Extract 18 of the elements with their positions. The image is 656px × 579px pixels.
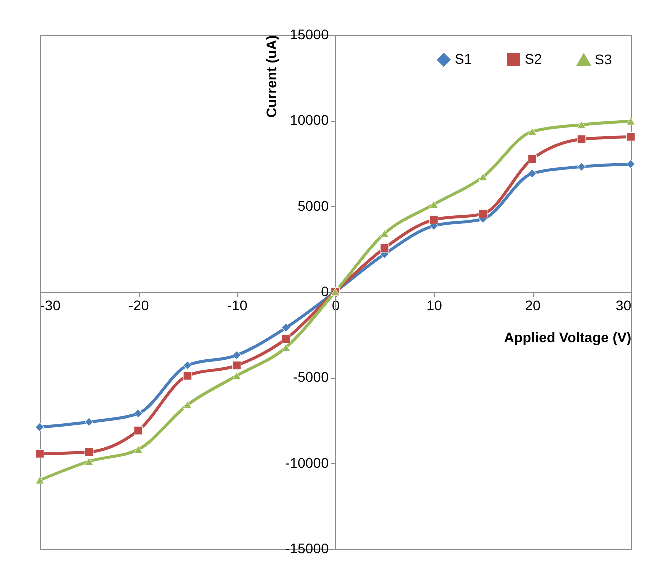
- x-tick-label: 10: [426, 298, 442, 314]
- legend-label: S2: [525, 51, 542, 67]
- y-tick-label: -5000: [293, 369, 330, 386]
- y-tick-label: 0: [321, 284, 330, 300]
- y-tick-label: -15000: [285, 540, 330, 556]
- y-tick-label: -10000: [285, 454, 330, 471]
- x-tick-label: -30: [40, 298, 61, 314]
- legend-label: S1: [455, 51, 472, 67]
- x-axis-title: Applied Voltage (V): [504, 330, 632, 346]
- x-tick-label: -10: [227, 298, 248, 314]
- y-tick-label: 15000: [290, 26, 330, 42]
- y-tick-label: 10000: [290, 112, 330, 128]
- x-tick-label: 30: [616, 298, 632, 314]
- legend-label: S3: [595, 51, 612, 68]
- y-tick-label: 5000: [298, 198, 330, 214]
- x-tick-label: 20: [525, 298, 541, 314]
- y-axis-title: Current (uA): [263, 36, 280, 118]
- x-tick-label: -20: [128, 298, 150, 314]
